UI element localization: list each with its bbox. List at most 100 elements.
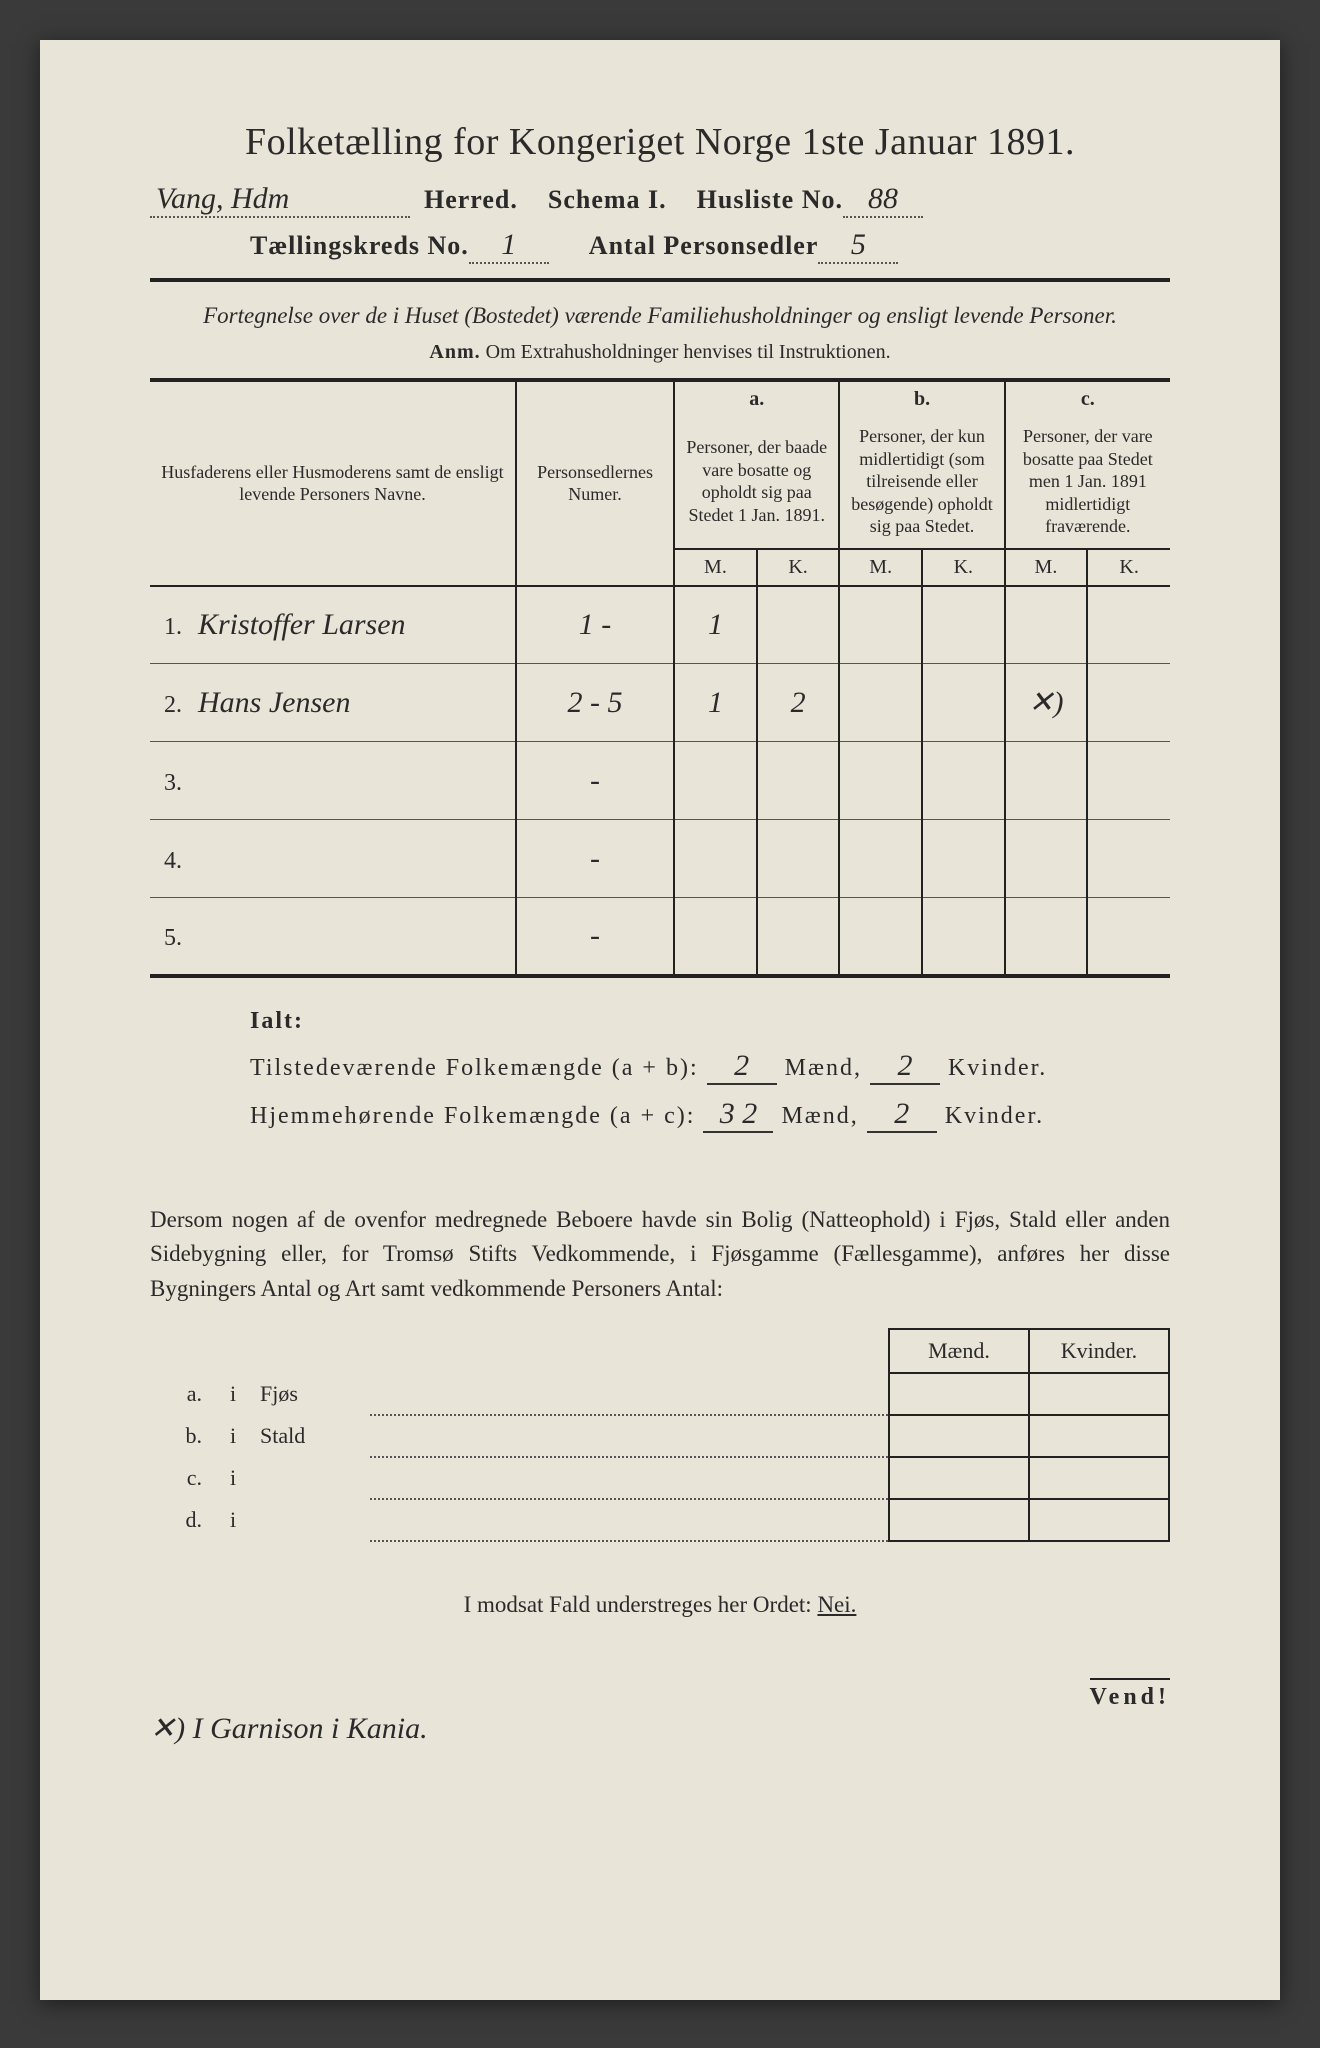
b-m-cell — [839, 586, 922, 664]
sub-label: d. — [150, 1499, 220, 1541]
nei-line: I modsat Fald understreges her Ordet: Ne… — [150, 1592, 1170, 1618]
name-cell: 5. — [150, 898, 516, 976]
header-line-2: Tællingskreds No. 1 Antal Personsedler 5 — [150, 228, 1170, 264]
table-row: 3. - — [150, 742, 1170, 820]
page-title: Folketælling for Kongeriget Norge 1ste J… — [150, 120, 1170, 164]
sub-k-cell — [1029, 1499, 1169, 1541]
sub-m-cell — [889, 1499, 1029, 1541]
sub-label: b. — [150, 1415, 220, 1457]
numer-cell: - — [516, 742, 674, 820]
b-k-cell — [922, 820, 1005, 898]
c-k-cell — [1087, 820, 1170, 898]
sub-type — [250, 1499, 370, 1541]
sub-maend-header: Mænd. — [889, 1329, 1029, 1373]
c-k-cell — [1087, 898, 1170, 976]
sub-m-cell — [889, 1373, 1029, 1415]
a-k-cell — [757, 898, 840, 976]
numer-cell: - — [516, 820, 674, 898]
c-k-cell — [1087, 586, 1170, 664]
sub-m-cell — [889, 1415, 1029, 1457]
c-m-cell — [1005, 898, 1088, 976]
anm-text: Om Extrahusholdninger henvises til Instr… — [486, 341, 891, 363]
col-b-m: M. — [839, 549, 922, 586]
census-form-page: Folketælling for Kongeriget Norge 1ste J… — [40, 40, 1280, 2000]
divider — [150, 278, 1170, 282]
header-line-1: Vang, Hdm Herred. Schema I. Husliste No.… — [150, 182, 1170, 218]
maend-label-2: Mænd, — [781, 1103, 858, 1129]
a-k-cell — [757, 742, 840, 820]
col-numer-header: Personsedlernes Numer. — [516, 380, 674, 586]
anm-label: Anm. — [429, 341, 480, 363]
nei-text: I modsat Fald understreges her Ordet: — [464, 1592, 812, 1617]
a-k-cell: 2 — [757, 664, 840, 742]
b-k-cell — [922, 586, 1005, 664]
a-m-cell: 1 — [674, 664, 757, 742]
c-m-cell — [1005, 742, 1088, 820]
table-row: 5. - — [150, 898, 1170, 976]
numer-cell: 1 - — [516, 586, 674, 664]
nei-word: Nei. — [817, 1592, 856, 1617]
totals-2-k: 2 — [867, 1097, 937, 1133]
c-k-cell — [1087, 664, 1170, 742]
vend-label: Vend! — [1090, 1678, 1170, 1711]
table-row: 2. Hans Jensen2 - 512✕) — [150, 664, 1170, 742]
col-a-text: Personer, der baade vare bosatte og opho… — [674, 415, 839, 549]
b-m-cell — [839, 742, 922, 820]
ialt-label: Ialt: — [250, 1008, 1170, 1035]
col-c-label: c. — [1005, 380, 1170, 415]
sub-k-cell — [1029, 1457, 1169, 1499]
sub-table: Mænd. Kvinder. a.iFjøsb.iStaldc.id.i — [150, 1328, 1170, 1542]
sub-m-cell — [889, 1457, 1029, 1499]
subtitle: Fortegnelse over de i Huset (Bostedet) v… — [150, 300, 1170, 331]
col-c-m: M. — [1005, 549, 1088, 586]
col-b-text: Personer, der kun midlertidigt (som tilr… — [839, 415, 1004, 549]
sub-i: i — [220, 1499, 250, 1541]
sub-i: i — [220, 1373, 250, 1415]
kreds-no: 1 — [469, 228, 549, 264]
instruction-paragraph: Dersom nogen af de ovenfor medregnede Be… — [150, 1203, 1170, 1307]
maend-label: Mænd, — [785, 1055, 862, 1081]
c-m-cell — [1005, 820, 1088, 898]
sub-dots — [370, 1415, 889, 1457]
sub-dots — [370, 1457, 889, 1499]
b-m-cell — [839, 898, 922, 976]
c-m-cell: ✕) — [1005, 664, 1088, 742]
col-a-k: K. — [757, 549, 840, 586]
totals-row-1: Tilstedeværende Folkemængde (a + b): 2 M… — [250, 1049, 1170, 1085]
b-m-cell — [839, 820, 922, 898]
c-m-cell — [1005, 586, 1088, 664]
totals-1-k: 2 — [870, 1049, 940, 1085]
sub-i: i — [220, 1415, 250, 1457]
a-m-cell — [674, 742, 757, 820]
totals-1-label: Tilstedeværende Folkemængde (a + b): — [250, 1055, 699, 1081]
numer-cell: - — [516, 898, 674, 976]
b-k-cell — [922, 898, 1005, 976]
col-c-text: Personer, der vare bosatte paa Stedet me… — [1005, 415, 1170, 549]
schema-label: Schema I. — [548, 185, 667, 215]
sub-label: a. — [150, 1373, 220, 1415]
totals-row-2: Hjemmehørende Folkemængde (a + c): 3 2 M… — [250, 1097, 1170, 1133]
husliste-no: 88 — [843, 182, 923, 218]
kreds-label: Tællingskreds No. — [250, 231, 469, 261]
sub-type: Stald — [250, 1415, 370, 1457]
table-row: 4. - — [150, 820, 1170, 898]
b-k-cell — [922, 742, 1005, 820]
col-b-label: b. — [839, 380, 1004, 415]
a-k-cell — [757, 586, 840, 664]
antal-label: Antal Personsedler — [589, 231, 819, 261]
totals-2-m: 3 2 — [703, 1097, 773, 1133]
name-cell: 2. Hans Jensen — [150, 664, 516, 742]
sub-k-cell — [1029, 1415, 1169, 1457]
a-m-cell — [674, 820, 757, 898]
sub-label: c. — [150, 1457, 220, 1499]
sub-row: d.i — [150, 1499, 1169, 1541]
a-m-cell — [674, 898, 757, 976]
kvinder-label: Kvinder. — [948, 1055, 1047, 1081]
kvinder-label-2: Kvinder. — [945, 1103, 1044, 1129]
col-a-m: M. — [674, 549, 757, 586]
sub-type: Fjøs — [250, 1373, 370, 1415]
footnote: ✕) I Garnison i Kania. — [150, 1711, 1170, 1746]
b-k-cell — [922, 664, 1005, 742]
husliste-label: Husliste No. — [697, 185, 843, 215]
col-c-k: K. — [1087, 549, 1170, 586]
